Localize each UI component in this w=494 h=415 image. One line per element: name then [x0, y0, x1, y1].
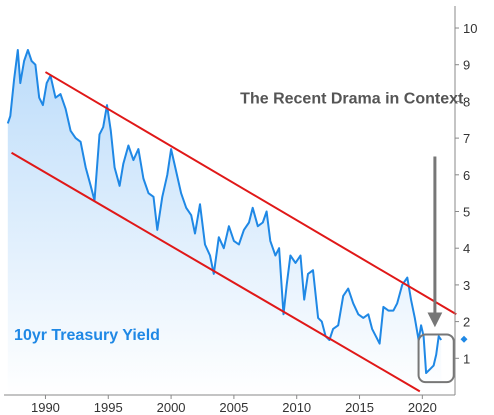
series-area-fill — [7, 50, 442, 395]
latest-value-marker — [460, 335, 468, 343]
y-tick-label: 6 — [463, 168, 470, 183]
series-line-10yr-yield — [6, 49, 443, 374]
y-tick-label: 2 — [463, 315, 470, 330]
x-tick-label: 2020 — [408, 400, 437, 415]
y-tick-label: 4 — [463, 241, 470, 256]
y-tick-label: 7 — [463, 131, 470, 146]
annotations: The Recent Drama in Context 10yr Treasury… — [14, 90, 464, 344]
y-tick-label: 3 — [463, 278, 470, 293]
x-tick-label: 2000 — [157, 400, 186, 415]
x-tick-label: 2015 — [345, 400, 374, 415]
y-tick-label: 8 — [463, 94, 470, 109]
axes: 1 2 3 4 5 6 7 8 9 10 1990 1995 2000 2005 2010 2015 2020 — [4, 6, 477, 415]
x-tick-label: 2005 — [219, 400, 248, 415]
channel-line-lower — [11, 151, 421, 393]
x-tick-label: 2010 — [282, 400, 311, 415]
x-tick-label: 1990 — [31, 400, 60, 415]
x-tick-label: 1995 — [94, 400, 123, 415]
series-label-text: 10yr Treasury Yield — [14, 327, 160, 344]
highlight-box — [417, 333, 455, 384]
annotation-title-text: The Recent Drama in Context — [240, 90, 464, 107]
y-tick-label: 5 — [463, 205, 470, 220]
plot-area — [6, 49, 457, 395]
y-tick-label: 1 — [463, 351, 470, 366]
y-tick-label: 9 — [463, 58, 470, 73]
y-tick-label: 10 — [463, 21, 477, 36]
channel-line-upper — [44, 71, 457, 316]
